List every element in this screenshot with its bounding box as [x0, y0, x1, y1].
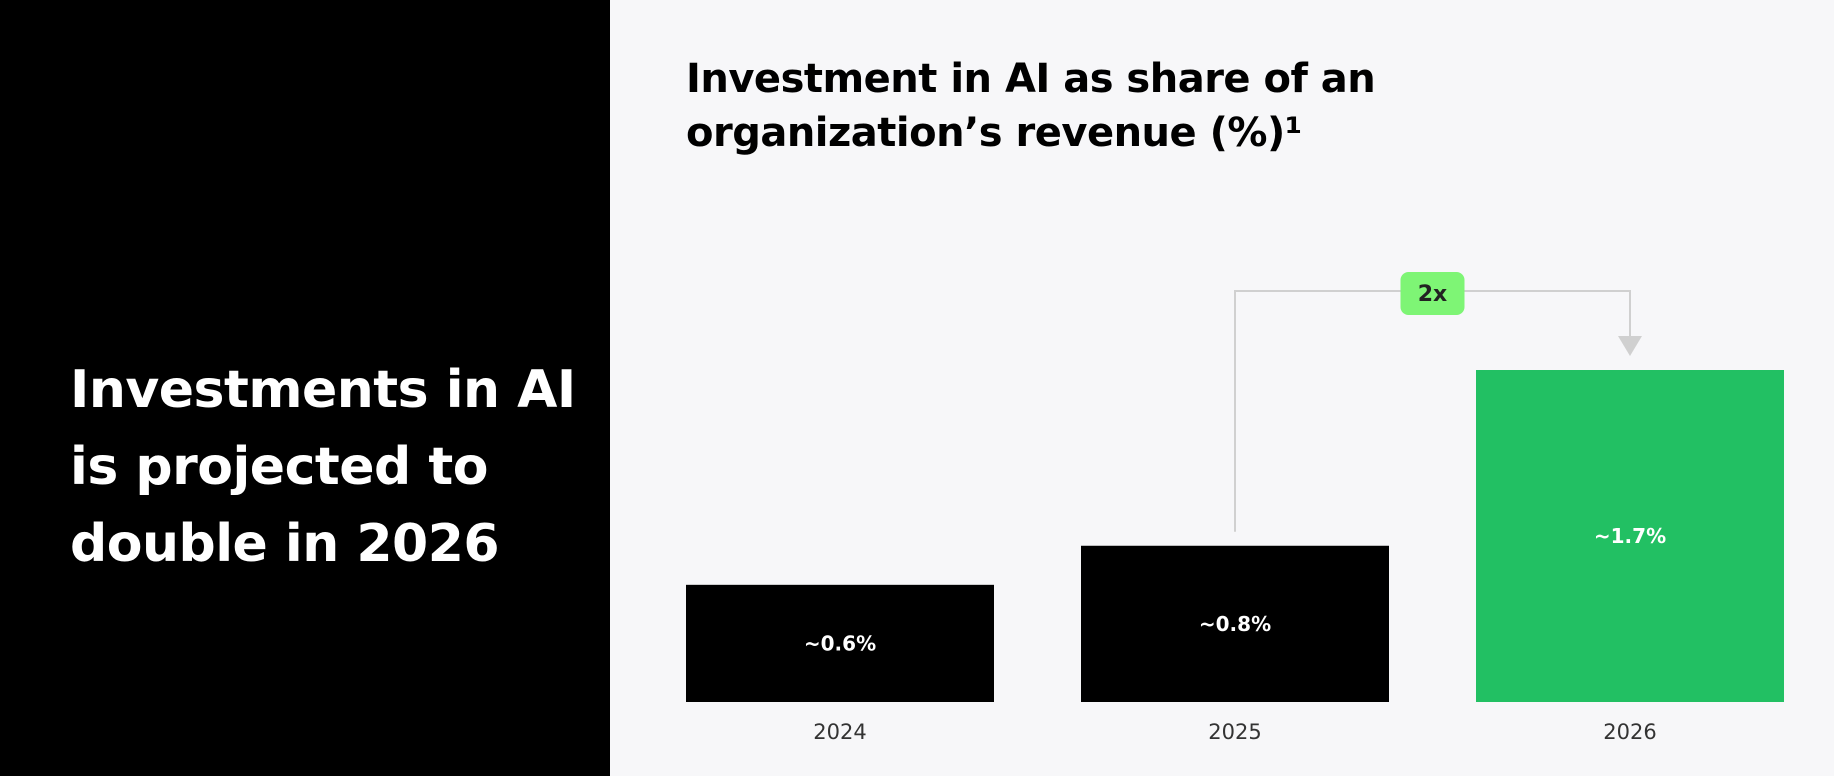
x-tick-2025: 2025: [1208, 720, 1261, 744]
left-panel: Investments in AI is projected to double…: [0, 0, 610, 776]
growth-badge: [1400, 272, 1465, 315]
data-label-2026: ~1.7%: [1594, 524, 1666, 548]
x-tick-2026: 2026: [1603, 720, 1656, 744]
data-label-2025: ~0.8%: [1199, 612, 1271, 636]
headline: Investments in AI is projected to double…: [70, 360, 576, 574]
bar-2024: [686, 584, 994, 702]
arrow-down-icon: [1618, 336, 1642, 356]
bar-2026: [1476, 370, 1784, 702]
growth-badge-text: 2x: [1418, 282, 1448, 307]
data-label-2024: ~0.6%: [804, 631, 876, 655]
chart-title: Investment in AI as share of an organiza…: [686, 56, 1376, 156]
bars-layer: ~0.6% 2024 ~0.8% 2025 ~1.7% 2026: [686, 370, 1784, 744]
bar-2025: [1081, 545, 1389, 702]
annotation-layer: 2x: [1234, 272, 1642, 532]
x-tick-2024: 2024: [813, 720, 866, 744]
